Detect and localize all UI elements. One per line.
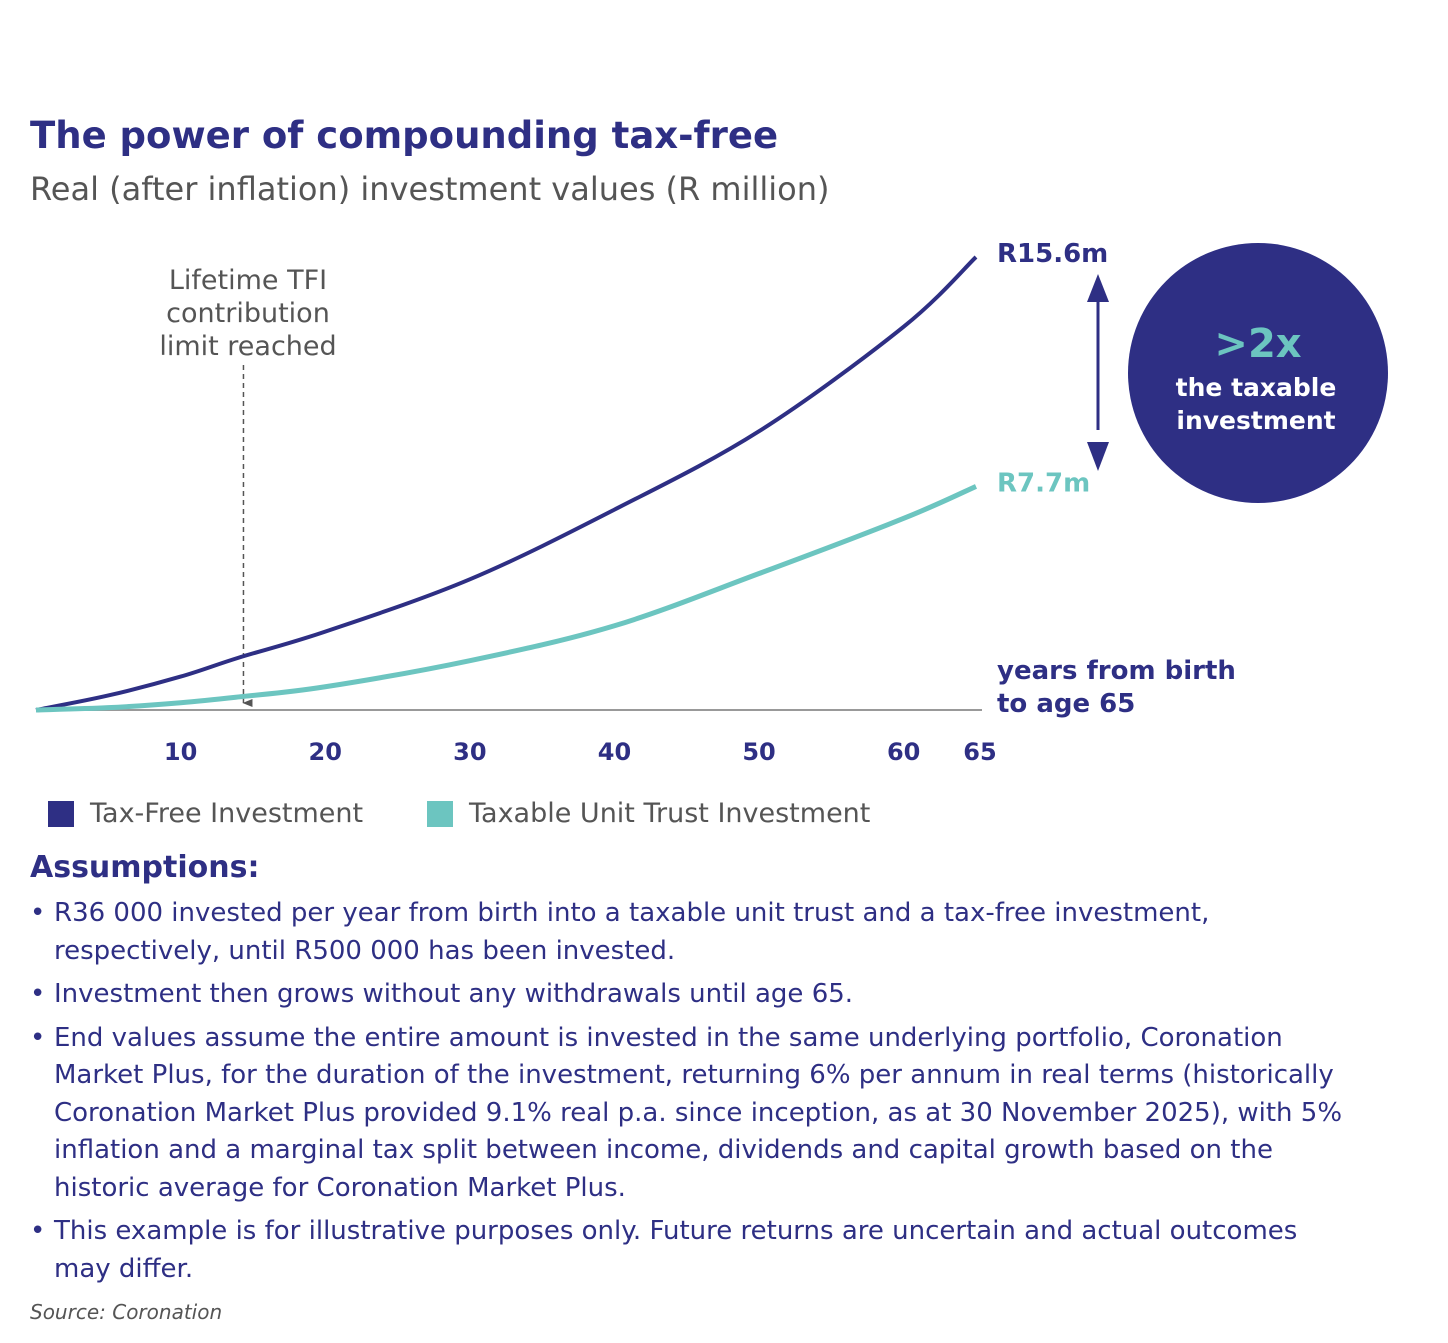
end-value-label: R15.6m [997, 239, 1108, 269]
x-axis-label: to age 65 [997, 689, 1135, 719]
x-tick-label: 30 [453, 738, 486, 766]
series-line-tax-free [35, 255, 978, 712]
assumption-item: R36 000 invested per year from birth int… [30, 895, 1360, 970]
legend-item-taxable: Taxable Unit Trust Investment [427, 798, 870, 829]
x-tick-label: 40 [598, 738, 631, 766]
chart-subtitle: Real (after inflation) investment values… [30, 170, 830, 208]
assumptions-heading: Assumptions: [30, 850, 260, 885]
assumption-item: This example is for illustrative purpose… [30, 1213, 1360, 1288]
legend-swatch [48, 800, 74, 827]
annotation-text: contribution [166, 298, 330, 329]
legend-swatch [427, 800, 453, 827]
end-value-label: R7.7m [997, 468, 1090, 498]
arrow-down-icon [1087, 442, 1109, 471]
assumption-item: End values assume the entire amount is i… [30, 1020, 1360, 1208]
chart-title: The power of compounding tax-free [30, 114, 779, 157]
x-tick-label: 50 [742, 738, 775, 766]
callout-big-text: >2x [1214, 321, 1301, 367]
annotation-text: limit reached [159, 331, 336, 362]
callout-text: the taxable [1176, 373, 1337, 402]
x-tick-label: 10 [164, 738, 197, 766]
x-tick-label: 20 [309, 738, 342, 766]
x-tick-label: 60 [887, 738, 920, 766]
annotation-text: Lifetime TFI [169, 265, 327, 296]
legend-label: Tax-Free Investment [90, 798, 364, 829]
x-axis-label: years from birth [997, 656, 1236, 686]
assumption-item: Investment then grows without any withdr… [30, 976, 1360, 1014]
series-line-taxable [35, 484, 978, 713]
x-tick-label: 65 [963, 738, 996, 766]
assumptions-list: R36 000 invested per year from birth int… [30, 895, 1360, 1294]
chart: 10 20 30 40 50 60 65 Lifetime TFIcontributionli… [35, 239, 1388, 766]
legend-label: Taxable Unit Trust Investment [469, 798, 871, 829]
source-note: Source: Coronation [30, 1300, 223, 1324]
callout-text: investment [1176, 406, 1335, 435]
callout-circle [1128, 243, 1388, 503]
arrow-up-icon [1087, 274, 1109, 302]
legend-item-tax-free: Tax-Free Investment [48, 798, 363, 829]
